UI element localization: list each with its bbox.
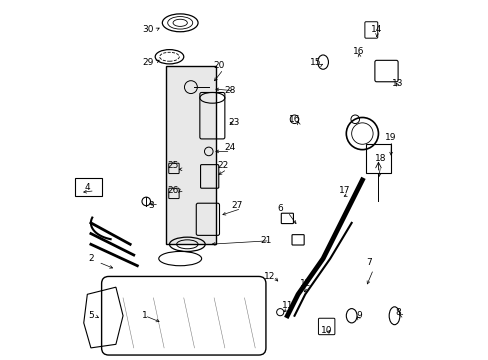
Text: 12: 12 [299,279,310,288]
Text: 19: 19 [385,132,396,141]
Bar [365,144,390,173]
Text: 15: 15 [309,58,321,67]
Text: 9: 9 [355,311,361,320]
Text: 1: 1 [142,311,147,320]
Text: 7: 7 [366,258,372,267]
Text: 6: 6 [277,204,283,213]
Bar [165,66,216,244]
Text: 10: 10 [320,325,332,334]
Text: 29: 29 [142,58,153,67]
Text: 26: 26 [167,186,179,195]
Text: 27: 27 [231,201,243,210]
Text: 16: 16 [352,47,364,56]
Text: 20: 20 [213,61,224,70]
Text: 11: 11 [281,301,292,310]
Text: 25: 25 [167,161,179,170]
Text: 2: 2 [88,254,94,263]
Text: 14: 14 [370,26,382,35]
Text: 12: 12 [264,272,275,281]
Text: 3: 3 [148,201,154,210]
Text: 16: 16 [288,115,300,124]
Text: 28: 28 [224,86,235,95]
Text: 22: 22 [217,161,228,170]
Text: 23: 23 [227,118,239,127]
Text: 24: 24 [224,143,235,152]
Text: 5: 5 [88,311,94,320]
Text: 8: 8 [394,308,400,317]
Text: 30: 30 [142,26,154,35]
Text: 18: 18 [374,154,385,163]
Text: 21: 21 [260,236,271,245]
Text: 17: 17 [338,186,349,195]
Text: 13: 13 [391,79,403,88]
Text: 4: 4 [84,183,90,192]
